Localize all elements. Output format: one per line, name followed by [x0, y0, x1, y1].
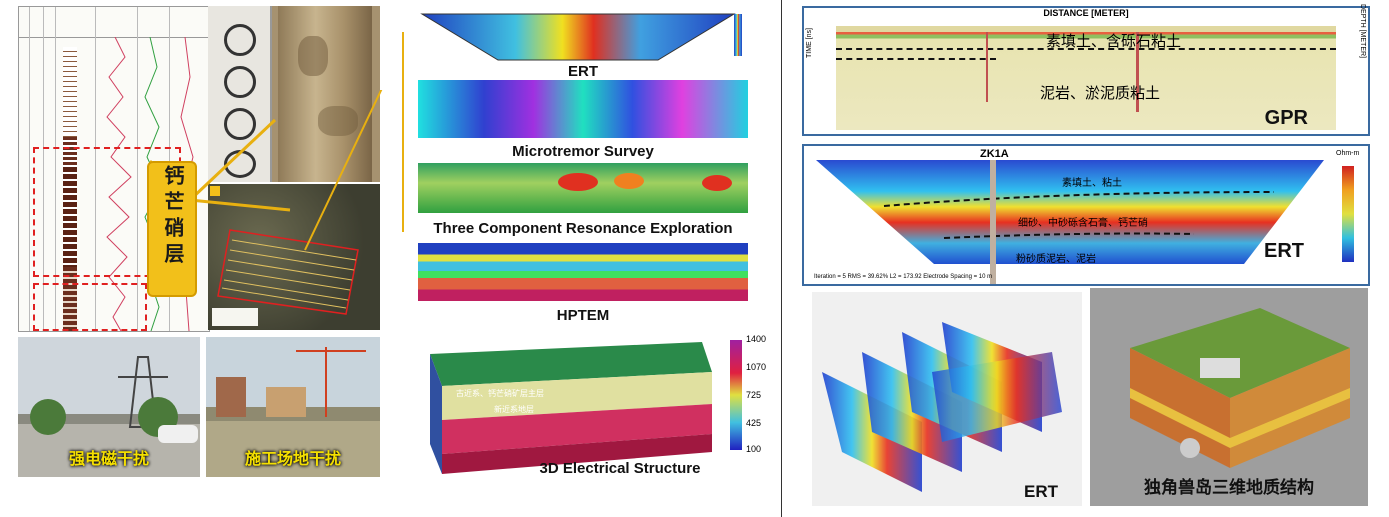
gpr-label: GPR: [1264, 107, 1308, 129]
strat-mirabilite: [63, 167, 77, 267]
map-legend: [212, 308, 258, 326]
title-ert: ERT: [568, 63, 598, 80]
mirabilite-zone-lower: [33, 283, 147, 331]
mirabilite-annotation: 钙芒硝层: [149, 163, 195, 295]
hptem-section: [418, 243, 748, 301]
photo-construction: 施工场地干扰: [206, 337, 380, 477]
title-microtremor: Microtremor Survey: [512, 143, 654, 160]
strat-mixed: [63, 137, 77, 167]
microtremor-section: [418, 80, 748, 138]
geology-caption: 独角兽岛三维地质结构: [1144, 478, 1314, 497]
electrical-cube: 古近系、钙芒硝矿层主层 新近系地层 1400 1070 725 425 100: [412, 334, 772, 480]
borehole-label: ZK1A: [980, 148, 1009, 160]
title-hptem: HPTEM: [556, 307, 610, 324]
connector-arrows: [150, 90, 383, 266]
ert-section-small: [418, 8, 748, 62]
geology-3d: 独角兽岛三维地质结构: [1090, 288, 1368, 506]
ert-panel: ZK1A 素填土、粘土 细砂、中砂砾含石膏、钙芒硝 粉砂质泥岩、泥岩 Itera…: [802, 144, 1370, 286]
photo-em-interference: 强电磁干扰: [18, 337, 200, 477]
ert-fence-diagram: ERT: [812, 292, 1082, 506]
satellite-map: [208, 184, 380, 330]
fence-ert-label: ERT: [1024, 482, 1058, 501]
title-3d-structure: 3D Electrical Structure: [539, 460, 701, 477]
gpr-image: [836, 26, 1336, 130]
gpr-layer-2: 泥岩、淤泥质粘土: [1040, 84, 1161, 102]
three-component-section: [418, 163, 748, 213]
photo-caption-site: 施工场地干扰: [244, 451, 341, 468]
panel-divider: [781, 0, 782, 517]
log-header: [19, 7, 209, 38]
gpr-layer-1: 素填土、含砾石粘土: [1046, 32, 1182, 50]
title-three-component: Three Component Resonance Exploration: [433, 220, 733, 237]
ert-footer: Iteration = 5 RMS = 39.62% L2 = 173.92 E…: [814, 274, 993, 280]
strat-sand: [63, 47, 77, 137]
photo-caption-em: 强电磁干扰: [68, 451, 149, 468]
gpr-panel: DISTANCE [METER] 素填土、含砾石粘土 泥岩、淤泥质粘土 GPR …: [802, 4, 1370, 136]
survey-grid: [217, 229, 359, 315]
core-sample: [278, 6, 372, 182]
ert-label: ERT: [1264, 240, 1304, 262]
